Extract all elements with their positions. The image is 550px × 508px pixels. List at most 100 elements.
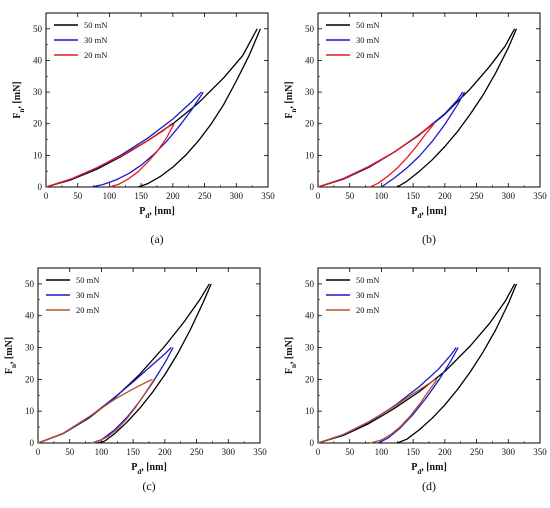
y-tick-label: 40 <box>305 55 315 65</box>
y-axis-label: Fn, [mN] <box>284 81 298 118</box>
series-50-mn-unloading-curve <box>98 283 212 444</box>
x-tick-label: 150 <box>406 191 420 201</box>
legend-label-20-mn: 20 mN <box>76 305 99 315</box>
series-50-mn-unloading-curve <box>137 28 261 188</box>
y-tick-label: 0 <box>310 438 315 448</box>
series-20-mn-loading-curve <box>317 123 433 188</box>
x-tick-label: 100 <box>103 191 117 201</box>
y-tick-label: 40 <box>33 55 43 65</box>
y-tick-label: 10 <box>33 150 43 160</box>
chart-panel-d: 0 50 100 150 200 250 300 350 0 10 20 30 40 50 Pd, [nm]… <box>284 267 547 493</box>
x-tick-label: 0 <box>316 191 321 201</box>
series-30-mn-unloading-curve <box>378 347 459 444</box>
x-tick-label: 150 <box>406 447 420 457</box>
x-tick-label: 350 <box>253 447 267 457</box>
x-tick-label: 150 <box>126 447 140 457</box>
x-tick-label: 350 <box>533 191 547 201</box>
x-tick-label: 100 <box>375 447 389 457</box>
series-20-mn-loading-curve <box>317 378 436 444</box>
x-tick-label: 350 <box>261 191 275 201</box>
series-50-mn-loading-curve <box>37 283 210 444</box>
legend-label-20-mn: 20 mN <box>356 305 379 315</box>
x-axis-label: Pd, [nm] <box>411 206 447 220</box>
y-axis-label: Fn, [mN] <box>4 337 18 374</box>
y-tick-label: 0 <box>310 182 315 192</box>
legend-label-20-mn: 20 mN <box>356 50 379 60</box>
y-tick-label: 10 <box>25 406 35 416</box>
y-tick-label: 10 <box>305 406 315 416</box>
y-tick-label: 20 <box>33 119 43 129</box>
x-tick-label: 350 <box>533 447 547 457</box>
y-tick-label: 20 <box>305 374 315 384</box>
x-tick-label: 50 <box>65 447 75 457</box>
y-tick-label: 20 <box>305 119 315 129</box>
y-tick-label: 30 <box>305 343 315 353</box>
y-tick-label: 0 <box>38 182 43 192</box>
x-axis-label: Pd, [nm] <box>131 462 167 476</box>
y-tick-label: 30 <box>33 87 43 97</box>
series-20-mn-loading-curve <box>45 123 173 188</box>
plot-frame <box>45 12 269 188</box>
y-tick-label: 50 <box>33 24 43 34</box>
x-axis-label: Pd, [nm] <box>139 206 175 220</box>
series-50-mn-loading-curve <box>317 28 516 188</box>
x-tick-label: 0 <box>36 447 41 457</box>
series-20-mn-unloading-curve <box>109 123 175 188</box>
panel-label: (b) <box>422 232 436 246</box>
series-50-mn-loading-curve <box>45 28 258 188</box>
y-tick-label: 50 <box>25 279 35 289</box>
legend-label-50-mn: 50 mN <box>356 275 379 285</box>
x-tick-label: 100 <box>375 191 389 201</box>
x-tick-label: 250 <box>470 191 484 201</box>
y-tick-label: 30 <box>305 87 315 97</box>
y-tick-label: 50 <box>305 279 315 289</box>
legend-label-30-mn: 30 mN <box>84 35 107 45</box>
y-tick-label: 0 <box>30 438 35 448</box>
series-20-mn-loading-curve <box>37 378 153 444</box>
series-30-mn-loading-curve <box>317 347 457 444</box>
series-50-mn-loading-curve <box>317 283 516 444</box>
x-tick-label: 150 <box>134 191 148 201</box>
chart-panel-a: 0 50 100 150 200 250 300 350 0 10 20 30 40 50 Pd, [nm]… <box>12 12 275 246</box>
y-tick-label: 50 <box>305 24 315 34</box>
series-50-mn-unloading-curve <box>397 283 518 444</box>
legend-label-50-mn: 50 mN <box>84 20 107 30</box>
x-tick-label: 0 <box>316 447 321 457</box>
y-tick-label: 30 <box>25 343 35 353</box>
series-30-mn-unloading-curve <box>381 91 466 188</box>
panel-label: (d) <box>422 479 436 493</box>
series-20-mn-unloading-curve <box>91 379 155 444</box>
y-tick-label: 40 <box>305 311 315 321</box>
panel-label: (a) <box>150 232 163 246</box>
x-tick-label: 50 <box>345 191 355 201</box>
x-tick-label: 200 <box>438 191 452 201</box>
legend-label-30-mn: 30 mN <box>356 35 379 45</box>
x-tick-label: 200 <box>158 447 172 457</box>
series-30-mn-unloading-curve <box>91 91 204 188</box>
x-tick-label: 100 <box>95 447 109 457</box>
y-tick-label: 10 <box>305 150 315 160</box>
x-axis-label: Pd, [nm] <box>411 462 447 476</box>
legend-label-50-mn: 50 mN <box>356 20 379 30</box>
x-tick-label: 250 <box>198 191 212 201</box>
x-tick-label: 50 <box>345 447 355 457</box>
legend-label-30-mn: 30 mN <box>356 290 379 300</box>
x-tick-label: 250 <box>470 447 484 457</box>
x-tick-label: 300 <box>502 191 516 201</box>
y-tick-label: 40 <box>25 311 35 321</box>
x-tick-label: 0 <box>44 191 49 201</box>
x-tick-label: 300 <box>502 447 516 457</box>
x-tick-label: 300 <box>230 191 244 201</box>
series-20-mn-unloading-curve <box>369 123 435 188</box>
x-tick-label: 300 <box>222 447 236 457</box>
legend-label-30-mn: 30 mN <box>76 290 99 300</box>
y-tick-label: 20 <box>25 374 35 384</box>
chart-panel-b: 0 50 100 150 200 250 300 350 0 10 20 30 40 50 Pd, [nm]… <box>284 12 547 246</box>
legend-label-20-mn: 20 mN <box>84 50 107 60</box>
y-axis-label: Fn, [mN] <box>12 81 26 118</box>
x-tick-label: 50 <box>73 191 83 201</box>
series-30-mn-unloading-curve <box>91 347 174 444</box>
series-20-mn-unloading-curve <box>369 379 438 444</box>
plot-frame <box>37 267 261 444</box>
